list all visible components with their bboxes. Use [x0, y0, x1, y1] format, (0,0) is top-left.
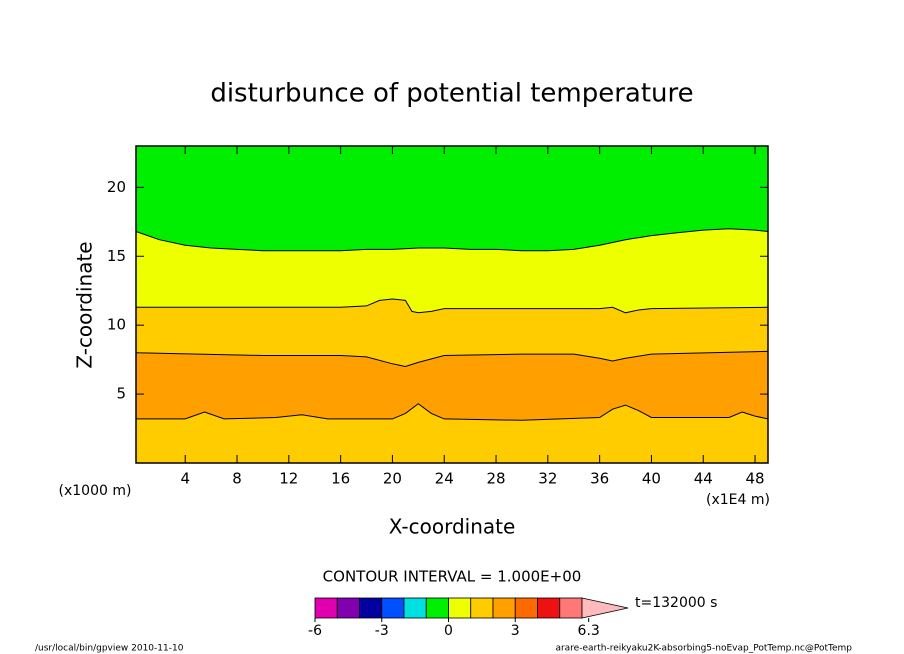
x-tick-label: 24: [435, 470, 454, 488]
x-unit: (x1E4 m): [706, 492, 770, 508]
footer-left: /usr/local/bin/gpview 2010-11-10: [35, 644, 184, 654]
x-tick-label: 8: [232, 470, 242, 488]
contour-line: [136, 298, 769, 314]
x-tick-label: 36: [590, 470, 609, 488]
x-tick-label: 4: [180, 470, 190, 488]
colorbar-tick-label: 0: [444, 623, 453, 639]
contour-line: [135, 228, 769, 252]
y-axis-label: Z-coordinate: [73, 241, 97, 368]
colorbar-box: [559, 597, 583, 619]
x-tick-label: 20: [383, 470, 402, 488]
colorbar-box: [336, 597, 360, 619]
contour-interval: CONTOUR INTERVAL = 1.000E+00: [323, 568, 582, 586]
colorbar-tick-label: 3: [511, 623, 520, 639]
y-unit: (x1000 m): [59, 483, 132, 499]
x-tick-label: 28: [486, 470, 505, 488]
x-tick-label: 12: [279, 470, 298, 488]
x-axis-label: X-coordinate: [389, 515, 516, 539]
colorbar-box: [492, 597, 516, 619]
colorbar-box: [403, 597, 427, 619]
colorbar-box: [537, 597, 561, 619]
x-tick-label: 32: [538, 470, 557, 488]
colorbar-box: [448, 597, 472, 619]
y-tick-label: 5: [116, 385, 126, 403]
time-label: t=132000 s: [635, 595, 717, 611]
y-tick-label: 10: [107, 316, 126, 334]
colorbar-extend: [581, 597, 629, 619]
colorbar-tick-label: -6: [308, 623, 322, 639]
colorbar-box: [381, 597, 405, 619]
colorbar-box: [425, 597, 449, 619]
colorbar-box: [514, 597, 538, 619]
contour-fill: [136, 403, 768, 463]
colorbar-box: [314, 597, 338, 619]
colorbar-box: [470, 597, 494, 619]
colorbar-tick-label: 6.3: [578, 623, 600, 639]
colorbar-tick-label: -3: [375, 623, 389, 639]
x-tick-label: 44: [694, 470, 713, 488]
x-tick-label: 16: [331, 470, 350, 488]
y-tick-label: 20: [107, 178, 126, 196]
x-tick-label: 40: [642, 470, 661, 488]
footer-right: arare-earth-reikyaku2K-absorbing5-noEvap…: [555, 644, 852, 654]
chart-title: disturbunce of potential temperature: [210, 79, 693, 109]
colorbar-box: [359, 597, 383, 619]
contour-line: [135, 350, 769, 368]
contour-line: [136, 403, 769, 421]
x-tick-label: 48: [746, 470, 765, 488]
y-tick-label: 15: [107, 247, 126, 265]
plot-frame: [135, 145, 769, 464]
